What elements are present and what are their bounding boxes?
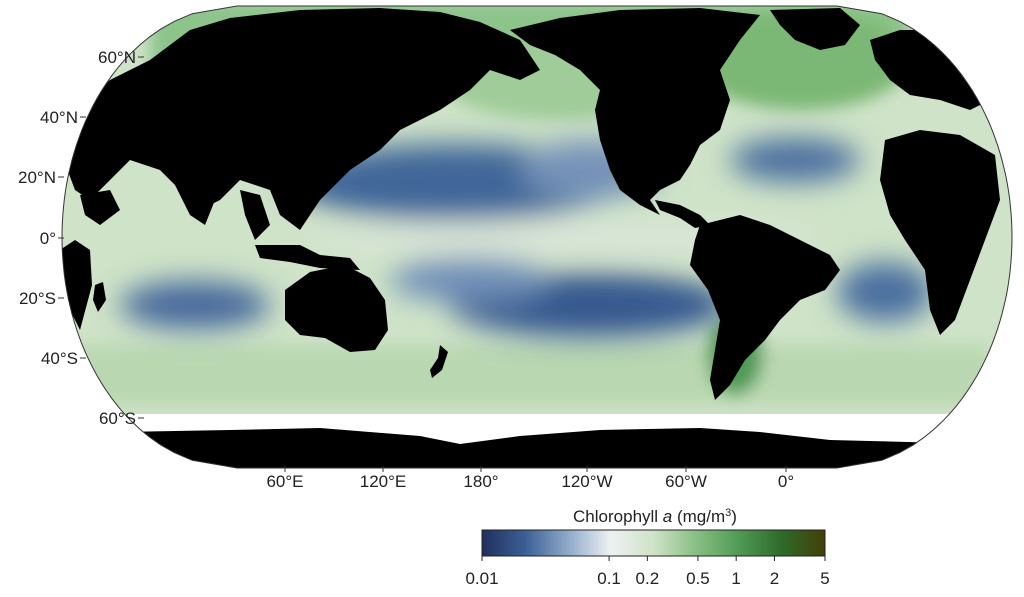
south-atlantic-gyre [837, 262, 933, 322]
lon-label: 60°W [665, 472, 707, 491]
land-madagascar [93, 282, 106, 312]
colorbar: Chlorophyll a (mg/m3) 0.01 0.1 0.2 0.5 1 2 5 [465, 507, 829, 588]
colorbar-tick-label: 0.1 [597, 569, 621, 588]
colorbar-tick-label: 0.5 [686, 569, 710, 588]
land-africa-east [62, 240, 92, 330]
longitude-labels: 60°E 120°E 180° 120°W 60°W 0° [266, 466, 794, 491]
lat-label: 20°S [19, 289, 56, 308]
land-new-zealand [430, 345, 448, 378]
colorbar-tick-label: 1 [731, 569, 740, 588]
land-greenland [770, 8, 860, 50]
lon-label: 120°E [360, 472, 407, 491]
lat-label: 0° [40, 229, 56, 248]
land-australia [285, 265, 388, 352]
colorbar-gradient [481, 529, 826, 557]
lat-label: 60°N [98, 48, 136, 67]
land-south-america [690, 215, 840, 400]
colorbar-tick-label: 0.2 [636, 569, 660, 588]
globe-outline [61, 5, 1013, 469]
lon-label: 180° [463, 472, 498, 491]
equatorial-pale-band [300, 224, 820, 252]
lat-label: 20°N [18, 168, 56, 187]
land-india [175, 182, 215, 225]
lon-label: 0° [778, 472, 794, 491]
lat-label: 40°N [40, 108, 78, 127]
north-atlantic-gyre [730, 138, 860, 182]
land-indonesia [255, 245, 360, 270]
colorbar-title-variable: a [663, 507, 672, 526]
lon-label: 120°W [561, 472, 612, 491]
south-indian-gyre [120, 281, 270, 329]
southern-ocean-band [70, 345, 990, 405]
land-north-america [510, 8, 760, 215]
latitude-labels: 60°N 40°N 20°N 0° 20°S 40°S 60°S [18, 48, 144, 428]
land-layer [62, 8, 1012, 468]
colorbar-title-units-close: ) [731, 507, 737, 526]
land-central-america [655, 200, 710, 228]
land-eurasia-west [62, 8, 540, 230]
lat-label: 40°S [41, 349, 78, 368]
colorbar-tick-label: 5 [820, 569, 829, 588]
colorbar-tick-label: 0.01 [465, 569, 498, 588]
north-atlantic-subpolar [690, 10, 910, 110]
south-pacific-gyre-west [390, 258, 550, 302]
colorbar-title-superscript: 3 [725, 507, 731, 519]
colorbar-title-units: (mg/m [672, 507, 725, 526]
land-southeast-asia [240, 190, 270, 240]
lat-label: 60°S [99, 409, 136, 428]
colorbar-title: Chlorophyll a (mg/m3) [573, 507, 737, 526]
colorbar-tick-label: 2 [770, 569, 779, 588]
colorbar-ticks: 0.01 0.1 0.2 0.5 1 2 5 [465, 556, 830, 588]
land-africa-west [880, 130, 1000, 335]
land-arabia [80, 190, 120, 225]
land-antarctica [62, 428, 1012, 468]
lon-label: 60°E [266, 472, 303, 491]
colorbar-title-prefix: Chlorophyll [573, 507, 663, 526]
